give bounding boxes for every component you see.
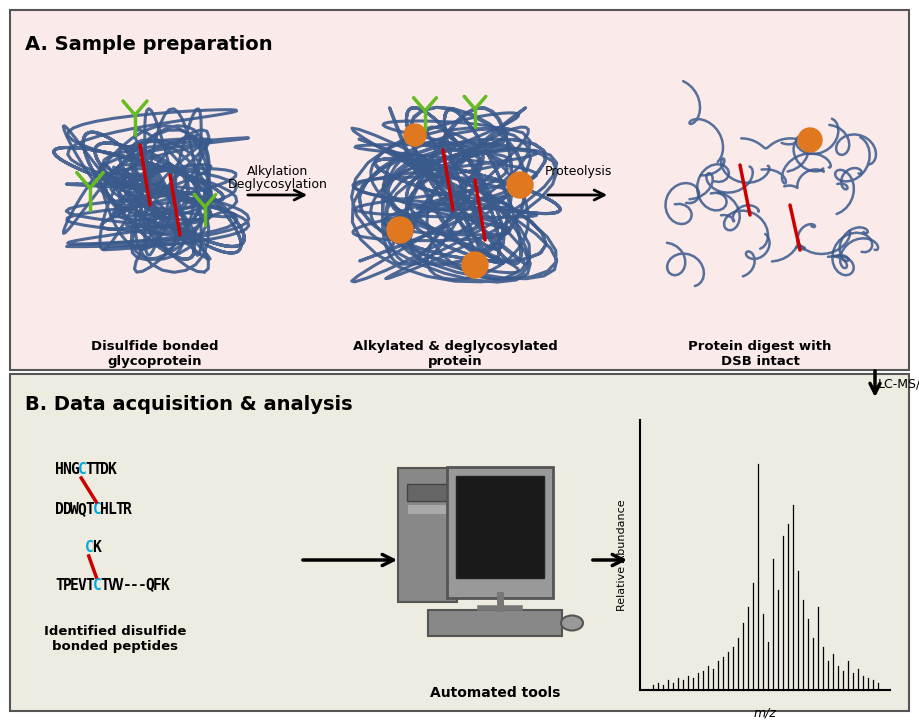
Text: C: C [93,578,101,593]
Text: P: P [62,578,72,593]
Text: T: T [55,578,63,593]
FancyBboxPatch shape [456,476,544,578]
Text: V: V [77,578,86,593]
Text: K: K [93,541,101,555]
Text: Alkylation: Alkylation [247,165,309,178]
Text: T: T [115,503,124,518]
FancyBboxPatch shape [428,610,562,636]
Text: B. Data acquisition & analysis: B. Data acquisition & analysis [25,395,353,414]
Text: W: W [70,503,79,518]
FancyBboxPatch shape [407,504,449,514]
Text: N: N [62,462,72,477]
Text: F: F [153,578,161,593]
Text: V: V [115,578,124,593]
Text: Relative Abundance: Relative Abundance [617,499,627,611]
Text: E: E [70,578,79,593]
FancyBboxPatch shape [407,484,449,501]
FancyBboxPatch shape [10,374,909,711]
Text: Q: Q [145,578,153,593]
Circle shape [387,217,413,243]
Text: H: H [55,462,63,477]
Text: C: C [77,462,86,477]
Text: T: T [93,462,101,477]
Text: A. Sample preparation: A. Sample preparation [25,35,273,54]
Text: Disulfide bonded
glycoprotein: Disulfide bonded glycoprotein [91,340,219,368]
Text: D: D [55,503,63,518]
Text: V: V [108,578,116,593]
Text: T: T [100,578,108,593]
Text: D: D [100,462,108,477]
Text: Deglycosylation: Deglycosylation [228,178,328,191]
Text: -: - [130,578,139,593]
FancyBboxPatch shape [10,10,909,370]
Text: T: T [85,462,94,477]
FancyBboxPatch shape [398,468,457,602]
Text: L: L [108,503,116,518]
Text: m/z: m/z [754,706,777,719]
Text: Alkylated & deglycosylated
protein: Alkylated & deglycosylated protein [353,340,558,368]
Text: LC-MS/MS: LC-MS/MS [878,378,919,391]
Text: D: D [62,503,72,518]
Text: C: C [93,503,101,518]
Text: Proteolysis: Proteolysis [544,165,612,178]
Circle shape [507,172,533,198]
Text: T: T [85,578,94,593]
Text: G: G [70,462,79,477]
Text: C: C [85,541,94,555]
Text: Q: Q [77,503,86,518]
Ellipse shape [561,616,583,630]
Text: K: K [160,578,169,593]
Text: Identified disulfide
bonded peptides: Identified disulfide bonded peptides [44,625,187,653]
Text: Automated tools: Automated tools [430,686,561,700]
Text: K: K [108,462,116,477]
Text: Protein digest with
DSB intact: Protein digest with DSB intact [688,340,832,368]
Circle shape [462,252,488,278]
Text: -: - [122,578,131,593]
Text: T: T [85,503,94,518]
Text: -: - [138,578,146,593]
FancyBboxPatch shape [447,467,553,598]
Text: R: R [122,503,131,518]
Circle shape [404,124,426,146]
Circle shape [798,128,822,152]
Text: H: H [100,503,108,518]
